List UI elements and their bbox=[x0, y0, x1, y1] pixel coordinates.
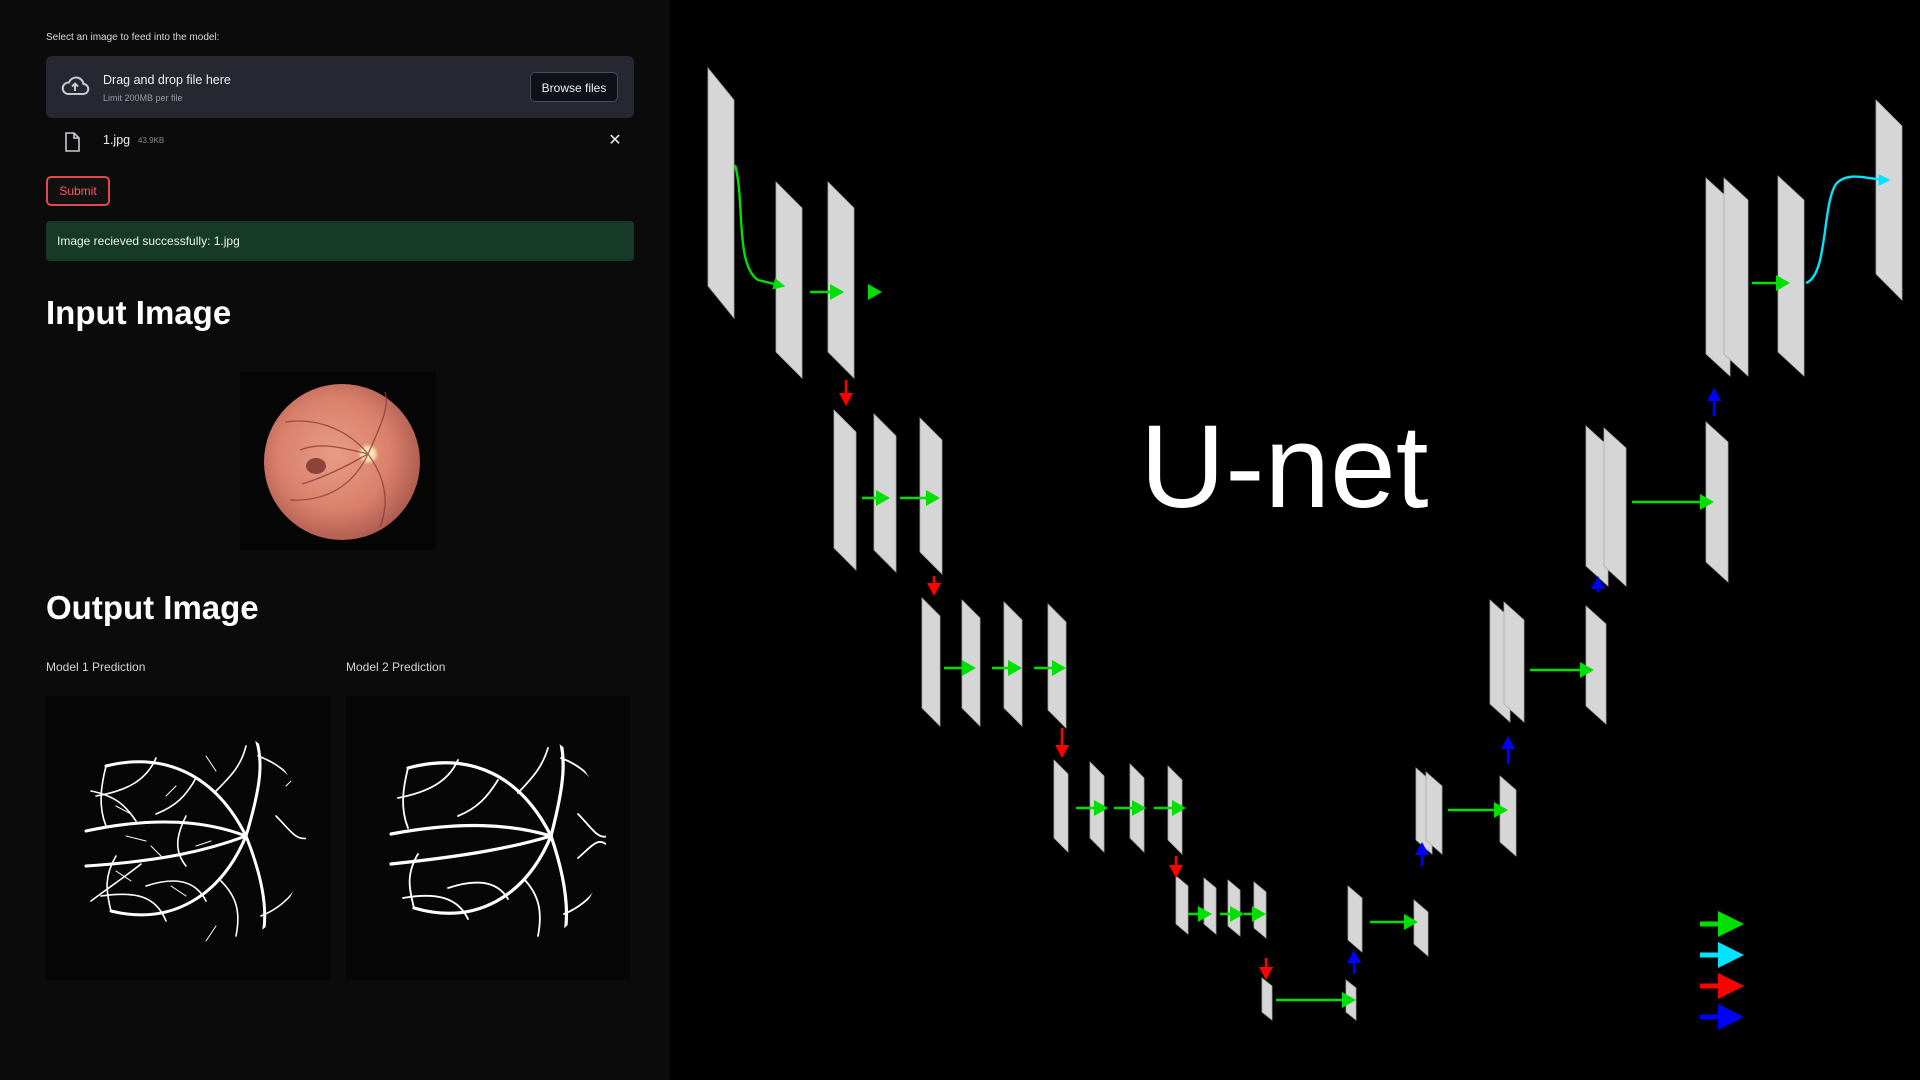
upconv-arrow-3 bbox=[1591, 576, 1605, 592]
browse-files-button[interactable]: Browse files bbox=[530, 72, 618, 102]
model2-caption: Model 2 Prediction bbox=[346, 660, 446, 674]
feature-map-layer-20 bbox=[1347, 885, 1363, 953]
maxpool-arrow-0 bbox=[839, 380, 853, 406]
conv-arrow-8 bbox=[1114, 800, 1146, 816]
fundus-image bbox=[264, 384, 420, 540]
feature-map-layer-4 bbox=[873, 413, 897, 573]
conv-arrow-7 bbox=[1076, 800, 1108, 816]
maxpool-arrow-1 bbox=[927, 576, 941, 596]
feature-map-layer-10 bbox=[1053, 759, 1069, 853]
model2-prediction-image bbox=[346, 696, 630, 980]
conv-arrow-13 bbox=[1276, 992, 1356, 1008]
conv-arrow-11 bbox=[1220, 906, 1244, 922]
conv-arrow-17 bbox=[1632, 494, 1714, 510]
conv-arrow-0 bbox=[810, 284, 844, 300]
feature-map-layer-15 bbox=[1203, 877, 1217, 935]
dropzone-title: Drag and drop file here bbox=[103, 73, 231, 87]
upconv-arrow-4 bbox=[1707, 388, 1721, 416]
legend-arrow-2 bbox=[1700, 973, 1744, 999]
model1-caption: Model 1 Prediction bbox=[46, 660, 146, 674]
vessel-map-1 bbox=[84, 724, 306, 956]
maxpool-arrow-2 bbox=[1055, 728, 1069, 758]
feature-map-layer-1 bbox=[775, 181, 803, 379]
upconv-arrows bbox=[1347, 388, 1721, 974]
file-dropzone[interactable]: Drag and drop file here Limit 200MB per … bbox=[46, 56, 634, 118]
feature-map-layer-0 bbox=[707, 66, 735, 320]
conv-arrow-1 bbox=[868, 284, 882, 300]
conv-arrow-3 bbox=[900, 490, 940, 506]
uploaded-file-row: 1.jpg 43.9KB ✕ bbox=[46, 126, 634, 158]
conv-arrow-4 bbox=[944, 660, 976, 676]
uploaded-file-name: 1.jpg bbox=[103, 133, 131, 147]
feature-map-layer-32 bbox=[1723, 177, 1749, 377]
feature-map-layer-2 bbox=[827, 181, 855, 379]
input-to-conv-arrow bbox=[733, 164, 786, 290]
upconv-arrow-1 bbox=[1415, 842, 1429, 866]
conv-arrow-6 bbox=[1034, 660, 1066, 676]
upconv-arrow-2 bbox=[1501, 736, 1515, 764]
uploader-label: Select an image to feed into the model: bbox=[46, 32, 220, 43]
output-conv-arrow bbox=[1805, 173, 1891, 285]
feature-map-layer-28 bbox=[1585, 425, 1609, 587]
uploaded-file-size: 43.9KB bbox=[138, 136, 165, 145]
feature-map-layer-30 bbox=[1705, 421, 1729, 583]
legend-arrow-3 bbox=[1700, 1004, 1744, 1030]
feature-map-layer-18 bbox=[1261, 977, 1273, 1021]
feature-map-layer-16 bbox=[1227, 879, 1241, 937]
app-panel: Select an image to feed into the model: … bbox=[0, 0, 670, 1080]
feature-map-layer-34 bbox=[1875, 99, 1903, 301]
model1-prediction-image bbox=[46, 696, 330, 980]
upconv-arrow-0 bbox=[1347, 950, 1361, 974]
conv-arrow-14 bbox=[1370, 914, 1418, 930]
feature-map-layer-14 bbox=[1175, 875, 1189, 935]
arrow-legend bbox=[1700, 911, 1744, 1030]
file-icon bbox=[65, 132, 80, 152]
legend-arrow-1 bbox=[1700, 942, 1744, 968]
feature-map-layer-21 bbox=[1413, 899, 1429, 957]
feature-map-layer-6 bbox=[921, 597, 941, 727]
conv-arrow-5 bbox=[992, 660, 1022, 676]
cloud-upload-icon bbox=[61, 76, 90, 95]
feature-map-layer-24 bbox=[1499, 775, 1517, 857]
maxpool-arrow-4 bbox=[1259, 958, 1273, 980]
conv-arrows bbox=[810, 275, 1790, 1008]
unet-architecture-diagram bbox=[707, 66, 1903, 1030]
legend-arrow-0 bbox=[1700, 911, 1744, 937]
conv-arrow-10 bbox=[1188, 906, 1212, 922]
maxpool-arrows bbox=[839, 380, 1273, 980]
vessel-map-2 bbox=[389, 724, 606, 956]
diagram-title: U-net bbox=[1140, 401, 1429, 533]
feature-map-layer-3 bbox=[833, 409, 857, 571]
conv-arrow-2 bbox=[862, 490, 890, 506]
feature-map-layers bbox=[707, 66, 1903, 1021]
submit-button[interactable]: Submit bbox=[46, 176, 110, 206]
maxpool-arrow-3 bbox=[1169, 856, 1183, 878]
output-image-heading: Output Image bbox=[46, 589, 259, 626]
success-message: Image recieved successfully: 1.jpg bbox=[57, 234, 240, 248]
conv-arrow-15 bbox=[1448, 802, 1508, 818]
conv-arrow-18 bbox=[1752, 275, 1790, 291]
feature-map-layer-23 bbox=[1425, 771, 1443, 855]
success-alert: Image recieved successfully: 1.jpg bbox=[46, 221, 634, 261]
input-image-heading: Input Image bbox=[46, 294, 232, 331]
conv-arrow-9 bbox=[1154, 800, 1186, 816]
feature-map-layer-27 bbox=[1585, 605, 1607, 725]
conv-arrow-16 bbox=[1530, 662, 1594, 678]
feature-map-layer-33 bbox=[1777, 175, 1805, 377]
feature-map-layer-26 bbox=[1503, 601, 1525, 723]
close-icon[interactable]: ✕ bbox=[608, 132, 622, 149]
conv-arrow-12 bbox=[1244, 906, 1266, 922]
input-image bbox=[240, 372, 436, 550]
feature-map-layer-29 bbox=[1603, 427, 1627, 587]
dropzone-limit: Limit 200MB per file bbox=[103, 93, 183, 103]
